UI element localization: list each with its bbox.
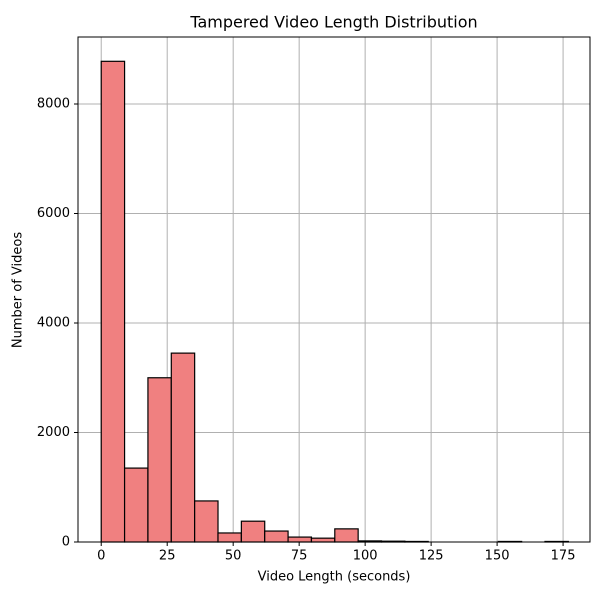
x-tick-label: 75 <box>291 549 308 564</box>
y-tick-label: 6000 <box>37 206 70 221</box>
x-tick-label: 150 <box>485 549 510 564</box>
y-tick-label: 0 <box>62 535 70 550</box>
bar <box>310 537 336 543</box>
bar <box>170 352 196 543</box>
y-tick-label: 2000 <box>37 425 70 440</box>
bar <box>287 536 313 543</box>
x-tick-label: 175 <box>551 549 576 564</box>
x-tick-label: 125 <box>419 549 444 564</box>
chart-title: Tampered Video Length Distribution <box>189 13 477 32</box>
bar <box>194 500 219 543</box>
bar <box>217 532 242 543</box>
bar <box>123 467 149 543</box>
x-tick-label: 100 <box>353 549 378 564</box>
bar <box>147 377 172 543</box>
bar <box>264 530 289 543</box>
plot-frame <box>77 36 591 543</box>
bar <box>100 60 126 543</box>
y-tick-label: 4000 <box>37 316 70 331</box>
bar <box>240 520 266 543</box>
x-axis-label: Video Length (seconds) <box>258 570 411 585</box>
bar <box>334 528 359 543</box>
y-axis-label: Number of Videos <box>11 232 26 348</box>
x-tick-label: 25 <box>159 549 176 564</box>
x-tick-label: 50 <box>225 549 242 564</box>
y-tick-label: 8000 <box>37 97 70 112</box>
x-tick-label: 0 <box>97 549 105 564</box>
